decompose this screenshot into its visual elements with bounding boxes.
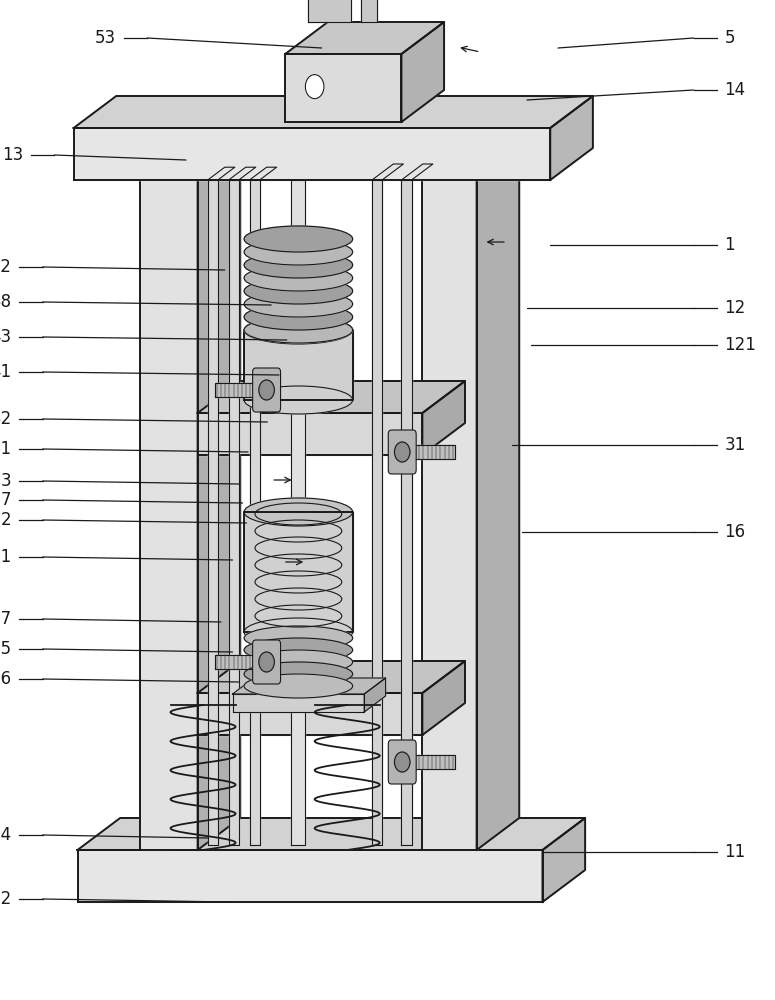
Text: 3: 3 — [1, 472, 12, 490]
Polygon shape — [208, 167, 235, 180]
Text: 43: 43 — [0, 328, 12, 346]
Polygon shape — [285, 54, 401, 122]
Text: 38: 38 — [0, 293, 12, 311]
Polygon shape — [372, 164, 403, 180]
Polygon shape — [308, 0, 351, 22]
Polygon shape — [361, 0, 377, 22]
Polygon shape — [542, 818, 585, 902]
Ellipse shape — [244, 291, 353, 317]
FancyBboxPatch shape — [253, 640, 281, 684]
FancyBboxPatch shape — [388, 430, 416, 474]
Ellipse shape — [244, 316, 353, 344]
Ellipse shape — [244, 278, 353, 304]
Polygon shape — [232, 678, 386, 694]
Polygon shape — [364, 678, 386, 712]
Text: 51: 51 — [0, 440, 12, 458]
Text: 322: 322 — [0, 258, 12, 276]
Ellipse shape — [244, 317, 353, 343]
Polygon shape — [198, 413, 422, 455]
Polygon shape — [244, 330, 353, 400]
Text: 5: 5 — [725, 29, 735, 47]
Circle shape — [394, 442, 410, 462]
Polygon shape — [140, 180, 198, 850]
Polygon shape — [198, 661, 465, 693]
Text: 121: 121 — [725, 336, 756, 354]
Polygon shape — [250, 180, 260, 845]
Polygon shape — [550, 96, 593, 180]
Polygon shape — [422, 661, 465, 735]
Ellipse shape — [244, 252, 353, 278]
Polygon shape — [372, 180, 382, 845]
Polygon shape — [140, 148, 240, 180]
Polygon shape — [198, 693, 422, 735]
Ellipse shape — [244, 239, 353, 265]
Text: 27: 27 — [0, 610, 12, 628]
Text: 25: 25 — [0, 640, 12, 658]
Text: 16: 16 — [725, 523, 746, 541]
Ellipse shape — [244, 650, 353, 674]
Polygon shape — [229, 180, 239, 845]
FancyBboxPatch shape — [253, 368, 281, 412]
Ellipse shape — [244, 638, 353, 662]
Polygon shape — [74, 128, 550, 180]
Polygon shape — [215, 383, 257, 397]
Polygon shape — [422, 180, 477, 850]
Circle shape — [259, 380, 274, 400]
Ellipse shape — [244, 304, 353, 330]
Ellipse shape — [244, 498, 353, 526]
Text: 41: 41 — [0, 363, 12, 381]
Polygon shape — [198, 381, 465, 413]
Ellipse shape — [244, 662, 353, 686]
Text: 26: 26 — [0, 670, 12, 688]
Polygon shape — [291, 180, 305, 845]
Text: 13: 13 — [2, 146, 23, 164]
Polygon shape — [229, 167, 256, 180]
Polygon shape — [285, 22, 444, 54]
Polygon shape — [413, 755, 455, 769]
Text: 14: 14 — [725, 81, 746, 99]
Text: 7: 7 — [1, 491, 12, 509]
Text: 32: 32 — [0, 410, 12, 428]
Polygon shape — [244, 512, 353, 632]
FancyBboxPatch shape — [388, 740, 416, 784]
Polygon shape — [78, 850, 542, 902]
Text: 24: 24 — [0, 826, 12, 844]
Circle shape — [305, 75, 324, 99]
Text: 31: 31 — [725, 436, 746, 454]
Polygon shape — [208, 180, 218, 845]
Ellipse shape — [244, 386, 353, 414]
Polygon shape — [401, 180, 412, 845]
Ellipse shape — [244, 626, 353, 650]
Ellipse shape — [244, 226, 353, 252]
Polygon shape — [401, 164, 432, 180]
Polygon shape — [422, 148, 519, 180]
Text: 12: 12 — [725, 299, 746, 317]
Circle shape — [259, 652, 274, 672]
Text: 22: 22 — [0, 890, 12, 908]
Polygon shape — [215, 655, 257, 669]
Text: 11: 11 — [725, 843, 746, 861]
Text: 53: 53 — [95, 29, 116, 47]
Ellipse shape — [244, 674, 353, 698]
Polygon shape — [78, 818, 585, 850]
Polygon shape — [250, 167, 277, 180]
Circle shape — [394, 752, 410, 772]
Polygon shape — [198, 148, 240, 850]
Text: 1: 1 — [725, 236, 735, 254]
Ellipse shape — [244, 265, 353, 291]
Polygon shape — [232, 694, 364, 712]
Text: 21: 21 — [0, 548, 12, 566]
Polygon shape — [422, 381, 465, 455]
Text: 2: 2 — [1, 511, 12, 529]
Ellipse shape — [244, 618, 353, 646]
Polygon shape — [74, 96, 593, 128]
Polygon shape — [413, 445, 455, 459]
Polygon shape — [401, 22, 444, 122]
Polygon shape — [477, 148, 519, 850]
